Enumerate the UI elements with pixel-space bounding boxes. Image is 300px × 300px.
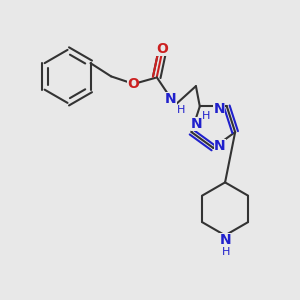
Text: O: O (127, 77, 139, 91)
Text: H: H (177, 105, 185, 115)
Text: N: N (219, 233, 231, 247)
Text: N: N (191, 117, 202, 131)
Text: O: O (156, 42, 168, 56)
Text: H: H (201, 111, 210, 121)
Text: N: N (214, 102, 225, 116)
Text: N: N (165, 92, 176, 106)
Text: H: H (221, 247, 230, 256)
Text: N: N (214, 140, 226, 154)
